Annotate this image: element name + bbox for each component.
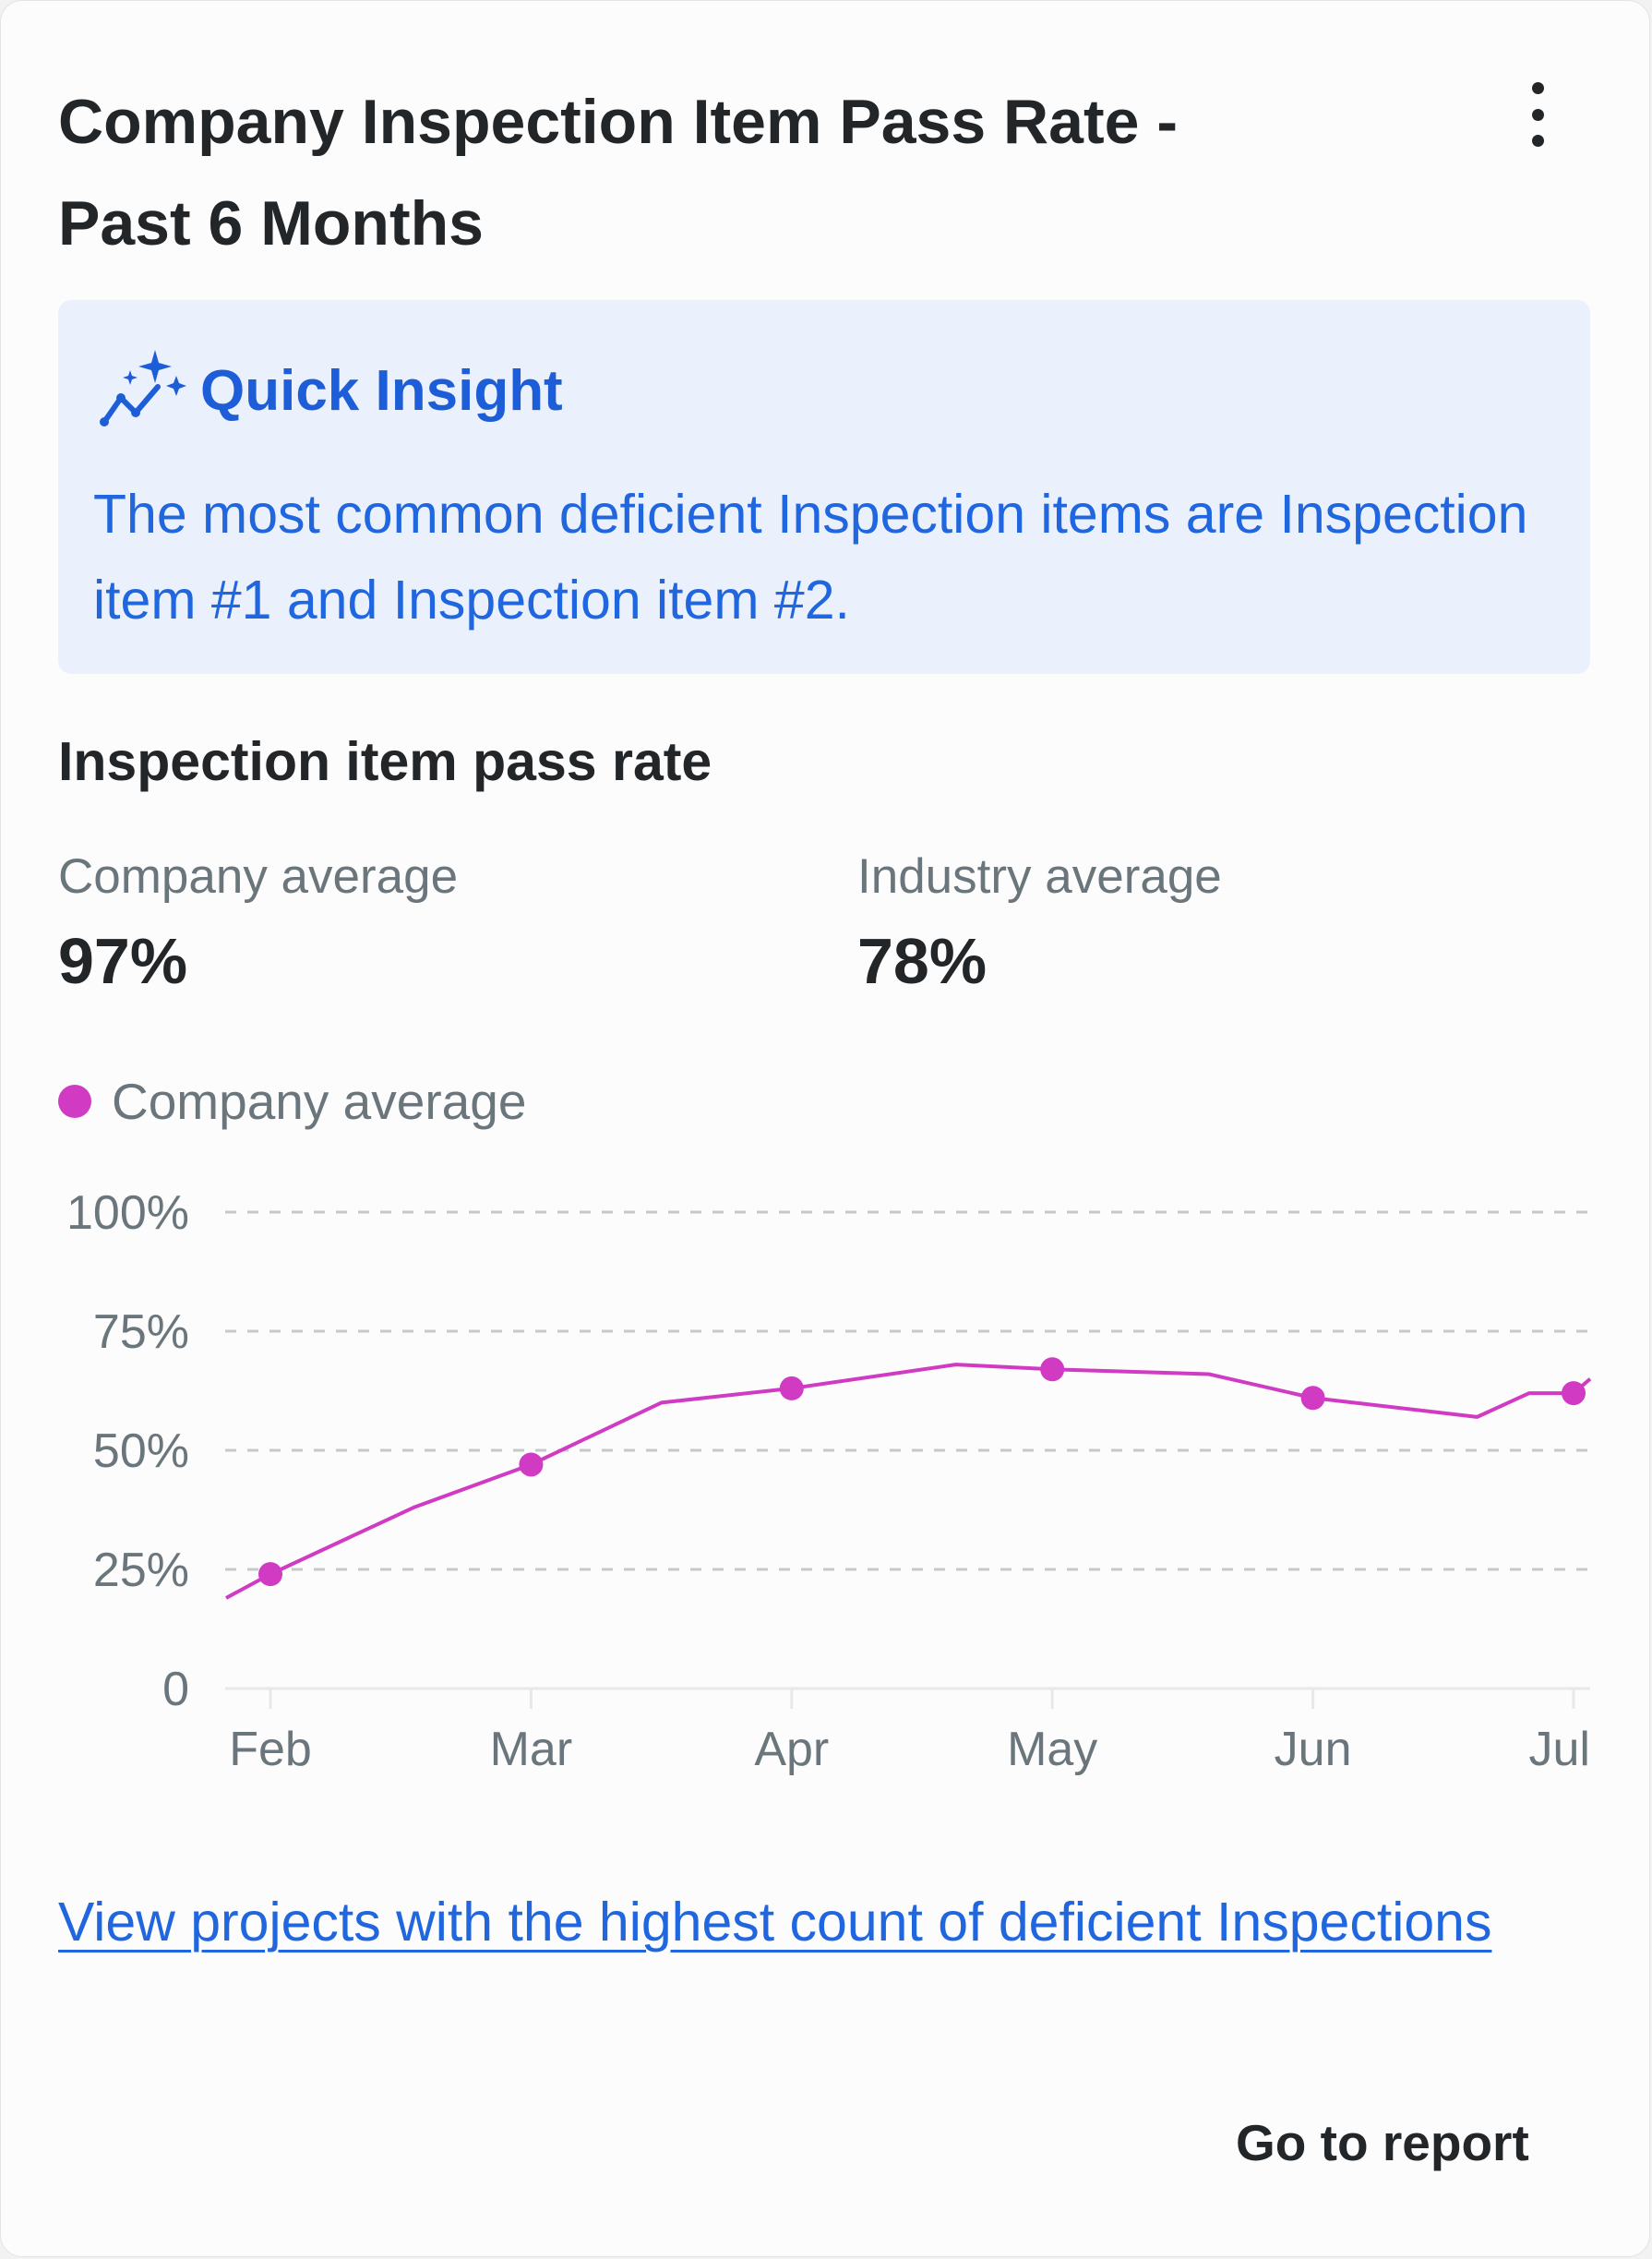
y-tick-label: 100% [66,1186,189,1240]
x-tick-label: Jul [1529,1723,1590,1776]
data-point-apr [779,1376,804,1400]
kebab-dot [1531,82,1544,94]
data-point-may [1040,1357,1065,1382]
y-tick-label: 25% [93,1544,189,1597]
data-point-feb [258,1562,282,1587]
quick-insight-panel: Quick Insight The most common deficient … [58,300,1590,674]
x-tick-label: Mar [490,1723,573,1776]
section-title: Inspection item pass rate [58,731,712,792]
y-tick-label: 0 [162,1663,189,1716]
y-tick-label: 50% [93,1424,189,1478]
legend-label: Company average [112,1073,527,1130]
data-point-jul [1562,1381,1586,1406]
industry-average-value: 78% [857,925,988,997]
kebab-dot [1531,108,1544,121]
data-point-mar [519,1452,544,1477]
x-tick-label: Apr [754,1723,829,1776]
more-vertical-icon[interactable] [1514,82,1561,147]
sparkle-trend-icon [100,350,186,427]
series-line-company-average [225,1363,1592,1600]
chart-legend: Company average [58,1072,526,1131]
x-tick-label: May [1007,1723,1097,1776]
x-tick-label: Feb [229,1723,312,1776]
quick-insight-header: Quick Insight [97,344,563,437]
line-chart: 100% 75% 50% 25% 0 Feb Mar Apr May Jun Jul [66,1186,1592,1776]
y-tick-label: 75% [93,1305,189,1359]
x-tick-label: Jun [1275,1723,1352,1776]
quick-insight-title: Quick Insight [200,358,563,423]
card-title: Company Inspection Item Pass Rate - Past… [58,87,1178,258]
industry-average-label: Industry average [857,849,1222,904]
view-projects-link[interactable]: View projects with the highest count of … [58,1892,1492,1953]
data-point-jun [1300,1386,1325,1411]
company-average-label: Company average [58,849,459,904]
go-to-report-button[interactable]: Go to report [1236,2114,1529,2171]
legend-dot [58,1085,91,1118]
company-average-value: 97% [58,925,188,997]
quick-insight-text: The most common deficient Inspection ite… [93,484,1528,631]
kebab-dot [1531,135,1544,147]
